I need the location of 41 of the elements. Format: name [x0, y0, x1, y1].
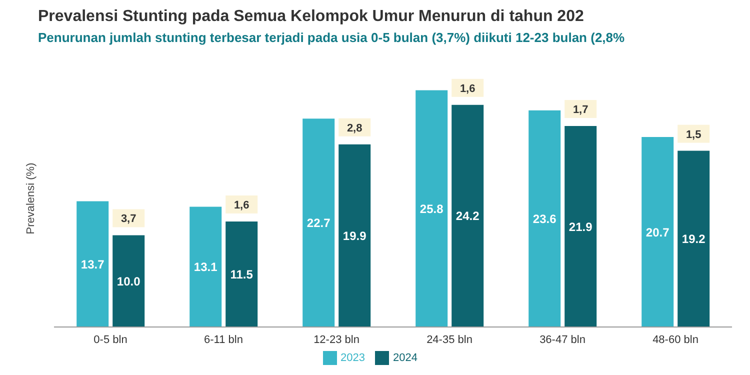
x-tick-label: 12-23 bln — [314, 334, 360, 346]
data-label: 11.5 — [230, 267, 254, 282]
data-label: 19.2 — [682, 232, 706, 246]
data-label: 13.7 — [80, 257, 105, 272]
bar — [416, 90, 448, 327]
data-label: 19.9 — [342, 228, 367, 243]
data-label: 25.8 — [420, 202, 444, 216]
bar — [528, 110, 561, 327]
bar — [190, 206, 222, 327]
bar — [452, 104, 484, 327]
data-label: 20.7 — [646, 225, 670, 240]
annotation: 1,6 — [234, 199, 250, 212]
data-label: 23.6 — [532, 212, 557, 226]
x-tick-label: 0-5 bln — [94, 334, 128, 346]
annotation: 1,6 — [460, 82, 476, 95]
y-axis-title: Prevalensi (%) — [24, 162, 37, 234]
bar — [226, 221, 258, 327]
bar — [642, 137, 674, 327]
annotation: 3,7 — [120, 213, 136, 226]
chart-title: Prevalensi Stunting pada Semua Kelompok Umur Menurun di tahun 202 — [37, 8, 585, 27]
bar — [112, 235, 145, 327]
x-tick-label: 24-35 bln — [426, 334, 472, 346]
bar — [76, 201, 109, 327]
legend-label: 2023 — [340, 352, 365, 364]
data-label: 24.2 — [456, 209, 480, 224]
data-label: 10.0 — [116, 274, 141, 288]
annotation: 1,5 — [686, 128, 702, 141]
x-tick-label: 6-11 bln — [204, 334, 243, 346]
data-label: 22.7 — [306, 216, 331, 230]
bar — [678, 150, 710, 327]
bar — [302, 118, 335, 327]
annotation: 1,7 — [572, 104, 588, 116]
legend-label: 2024 — [393, 352, 418, 364]
chart-subtitle: Penurunan jumlah stunting terbesar terjadi pada usia 0-5 bulan (3,7%) diikuti 12-23 bulan (2,8% — [37, 30, 626, 47]
x-tick-label: 36-47 bln — [540, 334, 586, 346]
bar — [564, 126, 597, 327]
x-tick-label: 48-60 bln — [652, 334, 698, 346]
annotation: 2,8 — [346, 122, 362, 134]
data-label: 21.9 — [568, 220, 593, 234]
data-label: 13.1 — [194, 260, 218, 274]
bar — [338, 144, 371, 327]
